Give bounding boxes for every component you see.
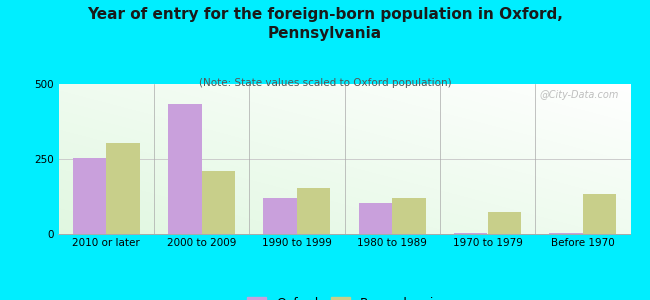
Bar	[454, 233, 488, 234]
Legend: Oxford, Pennsylvania: Oxford, Pennsylvania	[247, 297, 442, 300]
Bar	[263, 198, 297, 234]
Text: @City-Data.com: @City-Data.com	[540, 90, 619, 100]
Bar	[583, 194, 616, 234]
Bar	[297, 188, 330, 234]
Text: (Note: State values scaled to Oxford population): (Note: State values scaled to Oxford pop…	[199, 78, 451, 88]
Bar	[202, 171, 235, 234]
Bar	[73, 158, 106, 234]
Bar	[549, 232, 583, 234]
Bar	[488, 212, 521, 234]
Bar	[359, 202, 392, 234]
Bar	[168, 103, 202, 234]
Text: Year of entry for the foreign-born population in Oxford,
Pennsylvania: Year of entry for the foreign-born popul…	[87, 8, 563, 41]
Bar	[392, 198, 426, 234]
Bar	[106, 142, 140, 234]
